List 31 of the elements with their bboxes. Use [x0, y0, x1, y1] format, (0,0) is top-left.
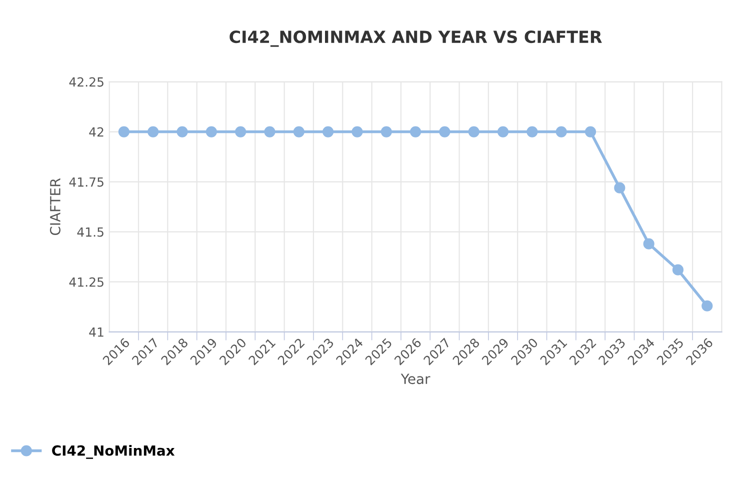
y-tick-label: 41.25: [69, 277, 104, 287]
y-tick-label: 42.25: [69, 77, 104, 87]
point: [322, 126, 334, 138]
point: [584, 126, 596, 138]
y-tick-label: 41: [89, 328, 104, 337]
point: [264, 126, 276, 138]
y-tick-label: 41.75: [69, 177, 104, 187]
point: [352, 126, 363, 138]
point: [410, 126, 422, 138]
point: [556, 126, 567, 138]
point: [672, 264, 684, 276]
point: [643, 238, 654, 250]
chart-title: CI42_NOMINMAX AND YEAR VS CIAFTER: [230, 30, 602, 47]
x-axis-title: Year: [400, 374, 430, 384]
point: [702, 300, 713, 312]
point: [148, 126, 159, 138]
point: [526, 126, 538, 138]
point: [468, 126, 480, 138]
y-tick-label: 42: [89, 127, 104, 137]
point: [439, 126, 450, 138]
legend-label: CI42_NoMinMax: [52, 445, 175, 459]
point: [380, 126, 392, 138]
point: [118, 126, 130, 138]
point: [176, 126, 188, 138]
point: [235, 126, 246, 138]
point: [497, 126, 509, 138]
point: [614, 182, 626, 194]
point: [293, 126, 304, 138]
point: [206, 126, 217, 138]
y-tick-label: 41.5: [77, 227, 104, 237]
y-axis-title: CIAFTER: [50, 178, 60, 236]
